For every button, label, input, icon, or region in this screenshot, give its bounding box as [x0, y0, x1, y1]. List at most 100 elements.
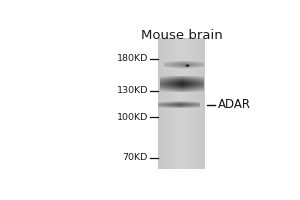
Bar — [174, 63, 175, 64]
Bar — [162, 89, 163, 90]
Bar — [173, 82, 174, 83]
Bar — [160, 78, 161, 79]
Bar — [196, 62, 197, 63]
Bar — [194, 63, 195, 64]
Bar — [160, 84, 161, 85]
Bar — [171, 63, 172, 64]
Bar — [198, 64, 199, 65]
Bar — [183, 38, 184, 169]
Bar — [170, 85, 171, 86]
Bar — [166, 85, 167, 86]
Bar — [200, 78, 201, 79]
Bar — [179, 87, 180, 88]
Bar — [185, 62, 186, 63]
Bar — [184, 83, 185, 84]
Bar — [191, 84, 192, 85]
Bar — [199, 67, 200, 68]
Bar — [173, 78, 174, 79]
Bar — [162, 91, 163, 92]
Bar — [191, 82, 192, 83]
Bar — [193, 77, 194, 78]
Bar — [167, 65, 168, 66]
Bar — [174, 81, 175, 82]
Bar — [162, 80, 163, 81]
Bar — [168, 67, 169, 68]
Bar — [197, 90, 198, 91]
Bar — [160, 86, 161, 87]
Bar — [192, 61, 193, 62]
Bar — [175, 81, 176, 82]
Bar — [168, 90, 169, 91]
Bar — [193, 86, 194, 87]
Bar — [199, 76, 200, 77]
Bar — [177, 80, 178, 81]
Bar — [184, 62, 185, 63]
Bar — [185, 68, 186, 69]
Bar — [169, 78, 170, 79]
Bar — [192, 86, 193, 87]
Bar — [203, 78, 204, 79]
Bar — [183, 88, 184, 89]
Bar — [199, 89, 200, 90]
Bar — [181, 84, 182, 85]
Bar — [187, 64, 188, 65]
Bar — [196, 77, 197, 78]
Bar — [198, 81, 199, 82]
Bar — [163, 77, 164, 78]
Bar — [199, 85, 200, 86]
Bar — [168, 91, 169, 92]
Bar — [192, 38, 193, 169]
Bar — [160, 85, 161, 86]
Bar — [199, 88, 200, 89]
Bar — [183, 64, 184, 65]
Bar — [201, 78, 202, 79]
Bar — [160, 76, 161, 77]
Bar — [164, 76, 165, 77]
Bar — [181, 90, 182, 91]
Bar — [171, 79, 172, 80]
Bar — [186, 89, 187, 90]
Bar — [178, 78, 179, 79]
Bar — [177, 85, 178, 86]
Bar — [176, 62, 177, 63]
Bar — [194, 82, 195, 83]
Bar — [201, 90, 202, 91]
Bar — [173, 86, 174, 87]
Bar — [200, 87, 201, 88]
Bar — [171, 90, 172, 91]
Bar — [185, 76, 186, 77]
Bar — [161, 78, 162, 79]
Bar — [167, 77, 168, 78]
Bar — [186, 64, 187, 65]
Bar — [184, 67, 185, 68]
Bar — [167, 84, 168, 85]
Bar — [192, 67, 193, 68]
Bar — [202, 86, 203, 87]
Bar — [192, 82, 193, 83]
Bar — [190, 82, 191, 83]
Bar — [203, 79, 204, 80]
Bar — [197, 89, 198, 90]
Bar — [186, 82, 187, 83]
Bar — [160, 83, 161, 84]
Bar — [188, 89, 189, 90]
Bar — [191, 86, 192, 87]
Bar — [183, 85, 184, 86]
Bar — [202, 89, 203, 90]
Bar — [165, 61, 166, 62]
Bar — [185, 91, 186, 92]
Bar — [185, 80, 186, 81]
Bar — [191, 80, 192, 81]
Bar — [172, 77, 173, 78]
Bar — [174, 77, 175, 78]
Bar — [202, 90, 203, 91]
Bar — [174, 91, 175, 92]
Bar — [197, 61, 198, 62]
Bar — [193, 80, 194, 81]
Bar — [184, 61, 185, 62]
Bar — [164, 66, 165, 67]
Bar — [177, 65, 178, 66]
Bar — [178, 83, 179, 84]
Bar — [198, 38, 199, 169]
Bar — [189, 76, 190, 77]
